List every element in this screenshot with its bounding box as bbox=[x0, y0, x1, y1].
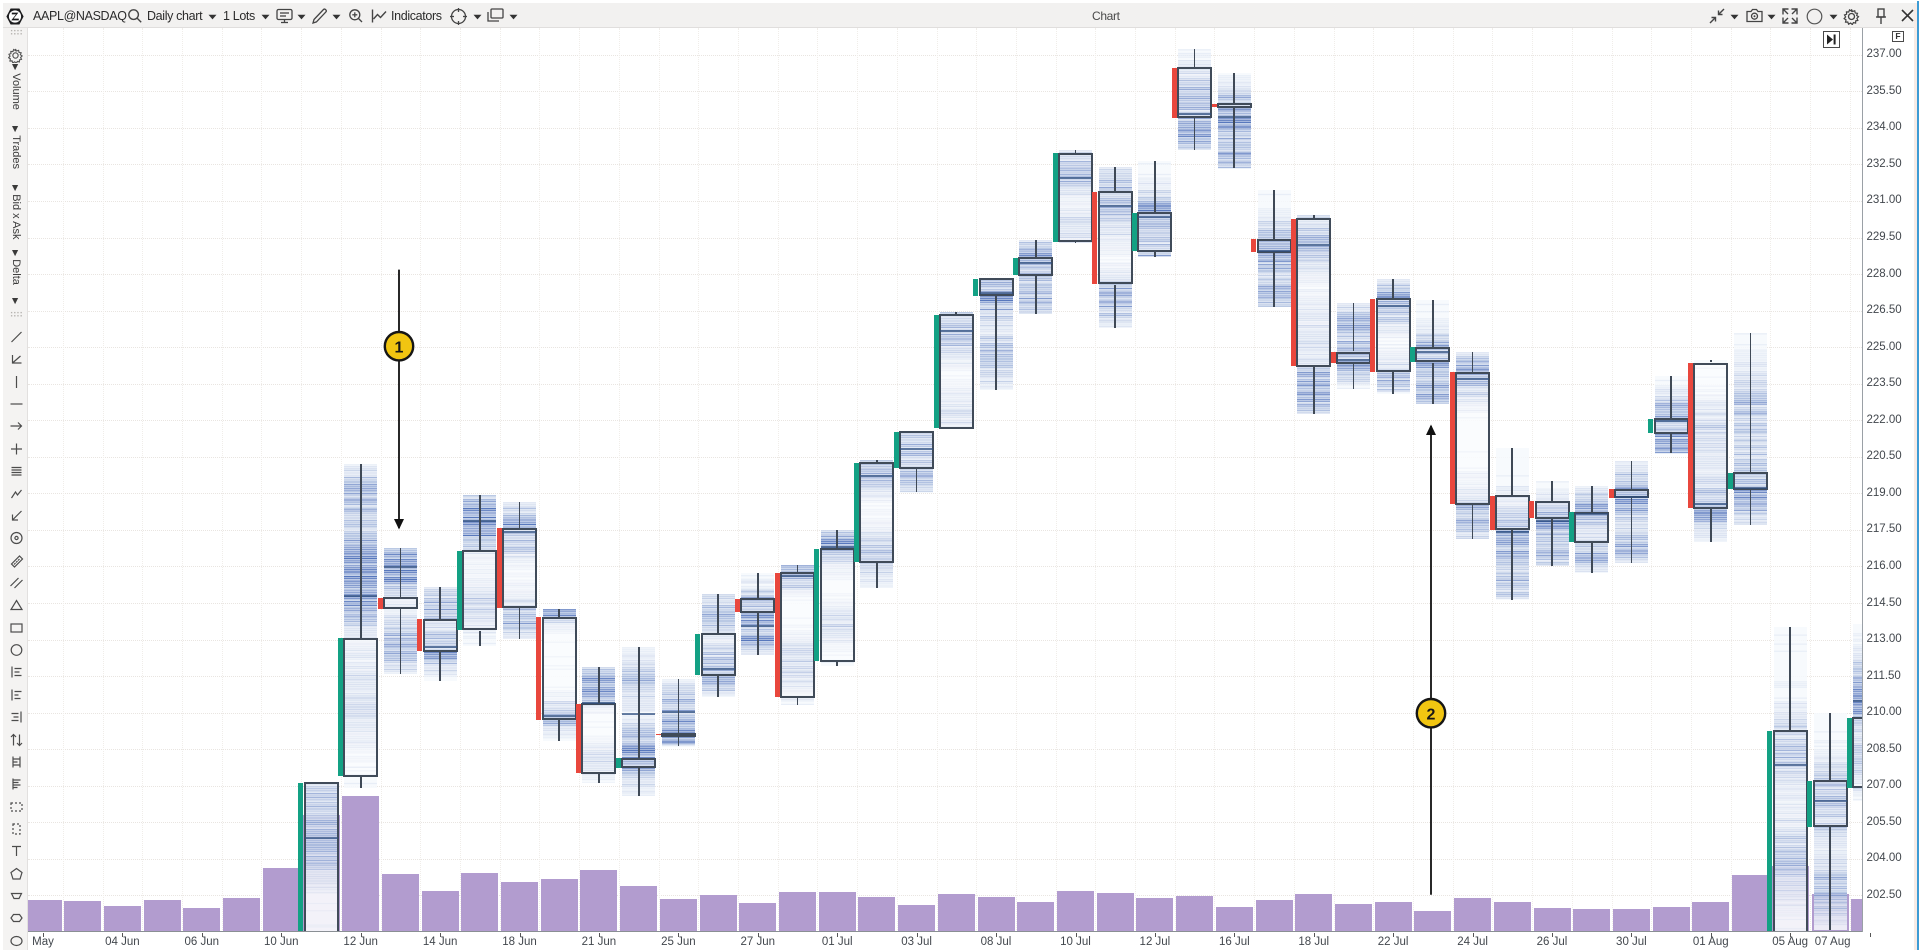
svg-text:2: 2 bbox=[1427, 707, 1436, 724]
svg-text:1: 1 bbox=[395, 340, 404, 357]
